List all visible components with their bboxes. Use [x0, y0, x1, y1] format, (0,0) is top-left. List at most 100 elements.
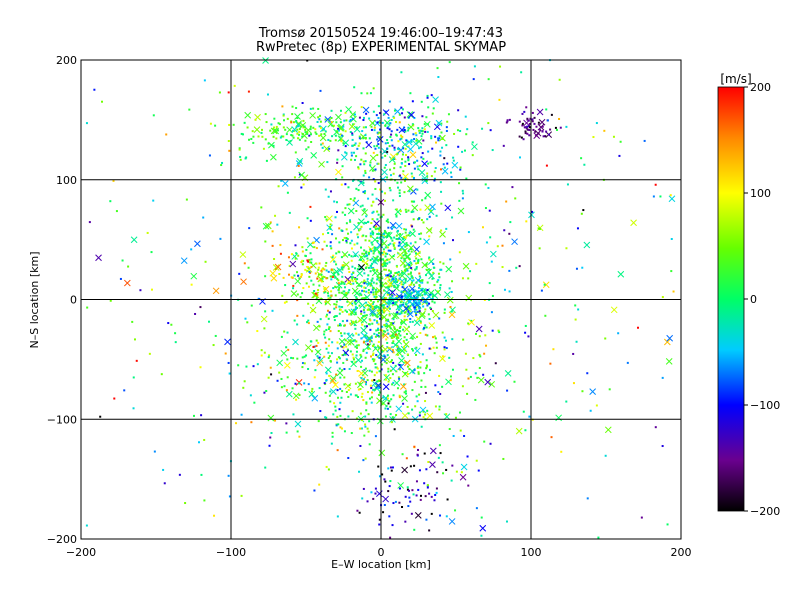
- data-point: [416, 453, 419, 456]
- data-point: [345, 222, 348, 225]
- data-point: [293, 319, 296, 322]
- data-point-x: [604, 426, 612, 434]
- data-point: [484, 334, 487, 337]
- data-point: [362, 147, 365, 150]
- data-point-x: [393, 379, 401, 387]
- data-point: [263, 391, 266, 394]
- data-point: [488, 282, 491, 285]
- data-point: [383, 113, 386, 116]
- data-point: [360, 246, 363, 249]
- data-point-x: [375, 382, 382, 389]
- data-point-x: [353, 289, 361, 297]
- data-point: [301, 362, 304, 365]
- data-point-x: [477, 376, 485, 384]
- data-point: [521, 112, 524, 115]
- data-point: [389, 466, 392, 469]
- data-point: [377, 276, 380, 279]
- data-point: [408, 163, 411, 166]
- data-point: [428, 368, 431, 371]
- data-point: [375, 225, 378, 228]
- data-point: [264, 138, 267, 141]
- data-point: [459, 429, 462, 432]
- data-point: [520, 71, 523, 74]
- data-point: [433, 352, 436, 355]
- data-point: [341, 268, 344, 271]
- data-point-x: [542, 281, 550, 289]
- data-point: [337, 282, 340, 285]
- data-point: [386, 139, 389, 142]
- data-point: [414, 132, 417, 135]
- data-point-x: [239, 251, 247, 258]
- data-point: [412, 303, 415, 306]
- data-point: [291, 134, 294, 137]
- data-point: [334, 139, 337, 142]
- data-point: [458, 411, 461, 414]
- data-point: [389, 413, 392, 416]
- data-point: [503, 229, 506, 232]
- data-point: [390, 296, 393, 299]
- data-point-x: [270, 274, 278, 282]
- data-point: [371, 353, 374, 356]
- data-point: [414, 241, 417, 244]
- data-point: [344, 207, 347, 210]
- data-point: [478, 335, 481, 338]
- data-point: [410, 172, 413, 175]
- data-point-x: [400, 318, 408, 326]
- data-point: [374, 487, 377, 490]
- data-point: [392, 318, 395, 321]
- data-point: [404, 177, 407, 180]
- data-point: [306, 132, 309, 135]
- data-point: [337, 129, 340, 132]
- data-point: [408, 368, 411, 371]
- data-point-x: [407, 244, 415, 252]
- data-point: [378, 370, 381, 373]
- data-point: [333, 200, 336, 203]
- data-point: [377, 105, 380, 108]
- data-point: [464, 352, 467, 355]
- data-point-x: [376, 344, 384, 352]
- data-point-x: [296, 157, 304, 165]
- data-point: [335, 315, 338, 318]
- data-point: [425, 116, 428, 119]
- data-point: [525, 127, 528, 130]
- data-point: [389, 168, 392, 171]
- data-point: [389, 377, 392, 380]
- data-point-x: [315, 297, 323, 305]
- data-point: [302, 287, 305, 290]
- data-point: [412, 493, 415, 496]
- data-point: [199, 366, 202, 369]
- data-point: [421, 132, 424, 135]
- data-point: [384, 164, 387, 167]
- data-point: [404, 390, 407, 393]
- data-point: [416, 310, 419, 313]
- data-point: [386, 218, 389, 221]
- data-point: [305, 282, 308, 285]
- data-point: [375, 197, 378, 200]
- data-point: [370, 336, 373, 339]
- data-point: [392, 199, 395, 202]
- data-point-x: [316, 359, 323, 367]
- data-point: [404, 349, 407, 352]
- data-point: [480, 516, 483, 519]
- data-point: [382, 253, 385, 256]
- data-point: [328, 118, 331, 121]
- data-point: [303, 355, 306, 358]
- data-point: [559, 126, 562, 129]
- data-point: [396, 336, 399, 339]
- data-point: [401, 108, 404, 111]
- data-point: [407, 209, 410, 212]
- data-point: [316, 355, 319, 358]
- data-point-x: [555, 414, 562, 422]
- data-point: [293, 176, 296, 179]
- data-point: [356, 297, 359, 300]
- data-point: [445, 515, 448, 518]
- data-point: [363, 252, 366, 255]
- data-point-x: [353, 223, 360, 231]
- data-point: [392, 157, 395, 160]
- data-point-x: [471, 143, 478, 151]
- data-point-x: [262, 57, 269, 64]
- data-point: [383, 289, 386, 292]
- data-point: [351, 302, 354, 305]
- data-point: [541, 130, 544, 133]
- data-point: [343, 119, 346, 122]
